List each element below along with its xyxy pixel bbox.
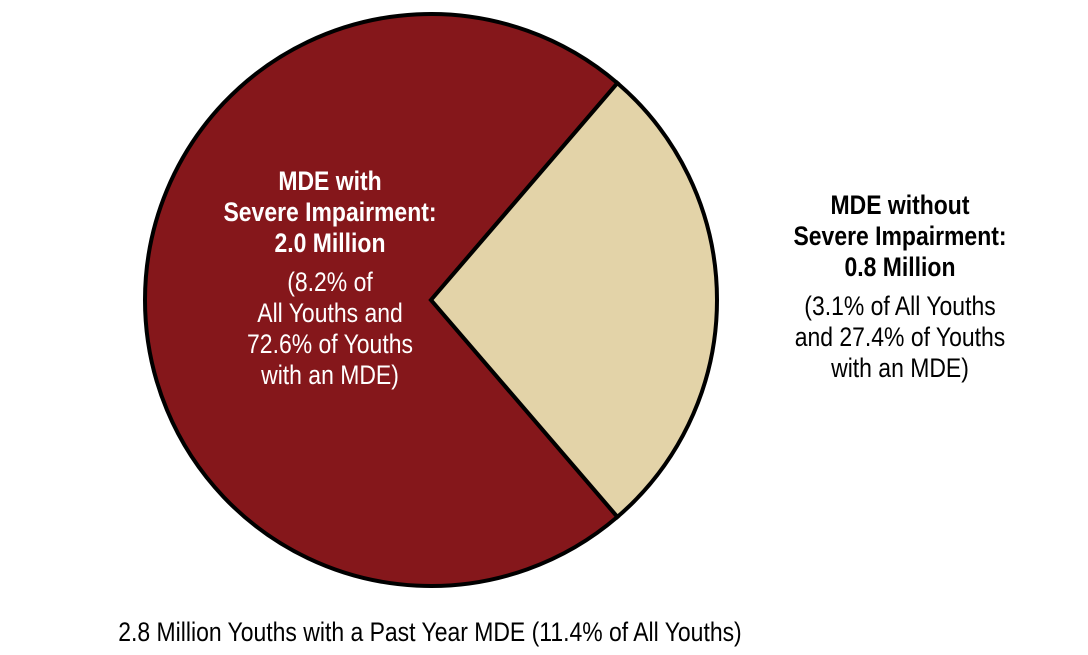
label-not-severe-line1: MDE without: [830, 190, 970, 220]
label-severe-detail1: (8.2% of: [287, 267, 373, 297]
label-not-severe-line2: Severe Impairment:: [793, 221, 1007, 251]
label-not-severe-detail1: (3.1% of All Youths: [804, 291, 996, 321]
label-severe-detail2: All Youths and: [257, 298, 403, 328]
label-severe-value: 2.0 Million: [274, 228, 386, 258]
label-not-severe-detail3: with an MDE): [831, 353, 969, 383]
label-severe: MDE with Severe Impairment: 2.0 Million …: [203, 166, 458, 391]
label-not-severe: MDE without Severe Impairment: 0.8 Milli…: [773, 190, 1028, 384]
label-severe-line2: Severe Impairment:: [223, 197, 437, 227]
label-severe-line1: MDE with: [278, 166, 382, 196]
pie-slice-not-severe: [428, 80, 719, 520]
label-not-severe-detail2: and 27.4% of Youths: [794, 322, 1006, 352]
label-severe-detail4: with an MDE): [261, 360, 399, 390]
pie-slice-severe: [143, 12, 621, 588]
label-not-severe-value: 0.8 Million: [844, 252, 956, 282]
label-severe-detail3: 72.6% of Youths: [247, 329, 413, 359]
chart-footnote: 2.8 Million Youths with a Past Year MDE …: [118, 617, 742, 647]
